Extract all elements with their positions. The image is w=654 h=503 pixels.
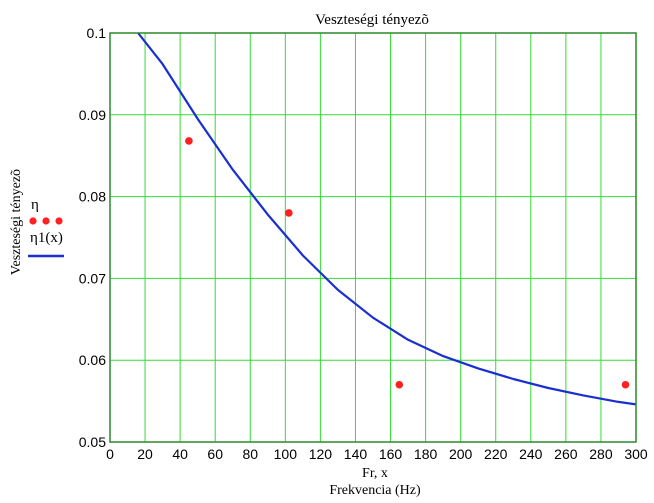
x-axis-label-line1: Fr, x — [362, 466, 388, 481]
x-tick-label: 20 — [137, 446, 153, 462]
x-axis-label-line2: Frekvencia (Hz) — [329, 483, 421, 498]
y-tick-label: 0.09 — [79, 107, 106, 123]
x-tick-label: 220 — [484, 446, 508, 462]
data-point — [285, 209, 293, 217]
y-tick-labels: 0.05 0.06 0.07 0.08 0.09 0.1 — [79, 25, 106, 450]
legend-point-marker — [42, 217, 50, 225]
x-tick-label: 200 — [449, 446, 473, 462]
legend: η η1(x) — [28, 197, 64, 258]
data-point — [621, 380, 630, 389]
x-tick-label: 180 — [414, 446, 438, 462]
x-tick-label: 160 — [379, 446, 403, 462]
chart-title: Veszteségi tényezõ — [315, 12, 429, 28]
data-point — [395, 380, 404, 389]
x-tick-label: 40 — [172, 446, 188, 462]
legend-label-points: η — [31, 197, 39, 213]
x-tick-label: 240 — [519, 446, 543, 462]
legend-point-marker — [55, 217, 63, 225]
y-tick-label: 0.06 — [79, 352, 106, 368]
x-tick-label: 260 — [554, 446, 578, 462]
y-tick-label: 0.1 — [87, 25, 107, 41]
plot-series — [137, 32, 637, 406]
y-axis-label: Veszteségi tényezõ — [9, 169, 24, 275]
legend-label-line: η1(x) — [30, 230, 63, 246]
legend-point-marker — [29, 217, 37, 225]
x-tick-labels: 0 20 40 60 80 100 120 140 160 180 200 220 240 260 280 3… — [106, 446, 648, 462]
x-tick-label: 120 — [309, 446, 333, 462]
y-tick-label: 0.07 — [79, 270, 106, 286]
x-tick-label: 0 — [106, 446, 114, 462]
fitted-curve-line — [137, 32, 637, 406]
gridlines — [109, 32, 637, 443]
y-tick-label: 0.08 — [79, 189, 106, 205]
plot-frame — [109, 32, 637, 443]
x-tick-label: 80 — [242, 446, 258, 462]
y-tick-label: 0.05 — [79, 434, 106, 450]
x-tick-label: 140 — [344, 446, 368, 462]
x-tick-label: 300 — [624, 446, 648, 462]
x-tick-label: 280 — [589, 446, 613, 462]
data-point — [185, 137, 193, 145]
x-tick-label: 60 — [207, 446, 223, 462]
x-tick-label: 100 — [274, 446, 298, 462]
